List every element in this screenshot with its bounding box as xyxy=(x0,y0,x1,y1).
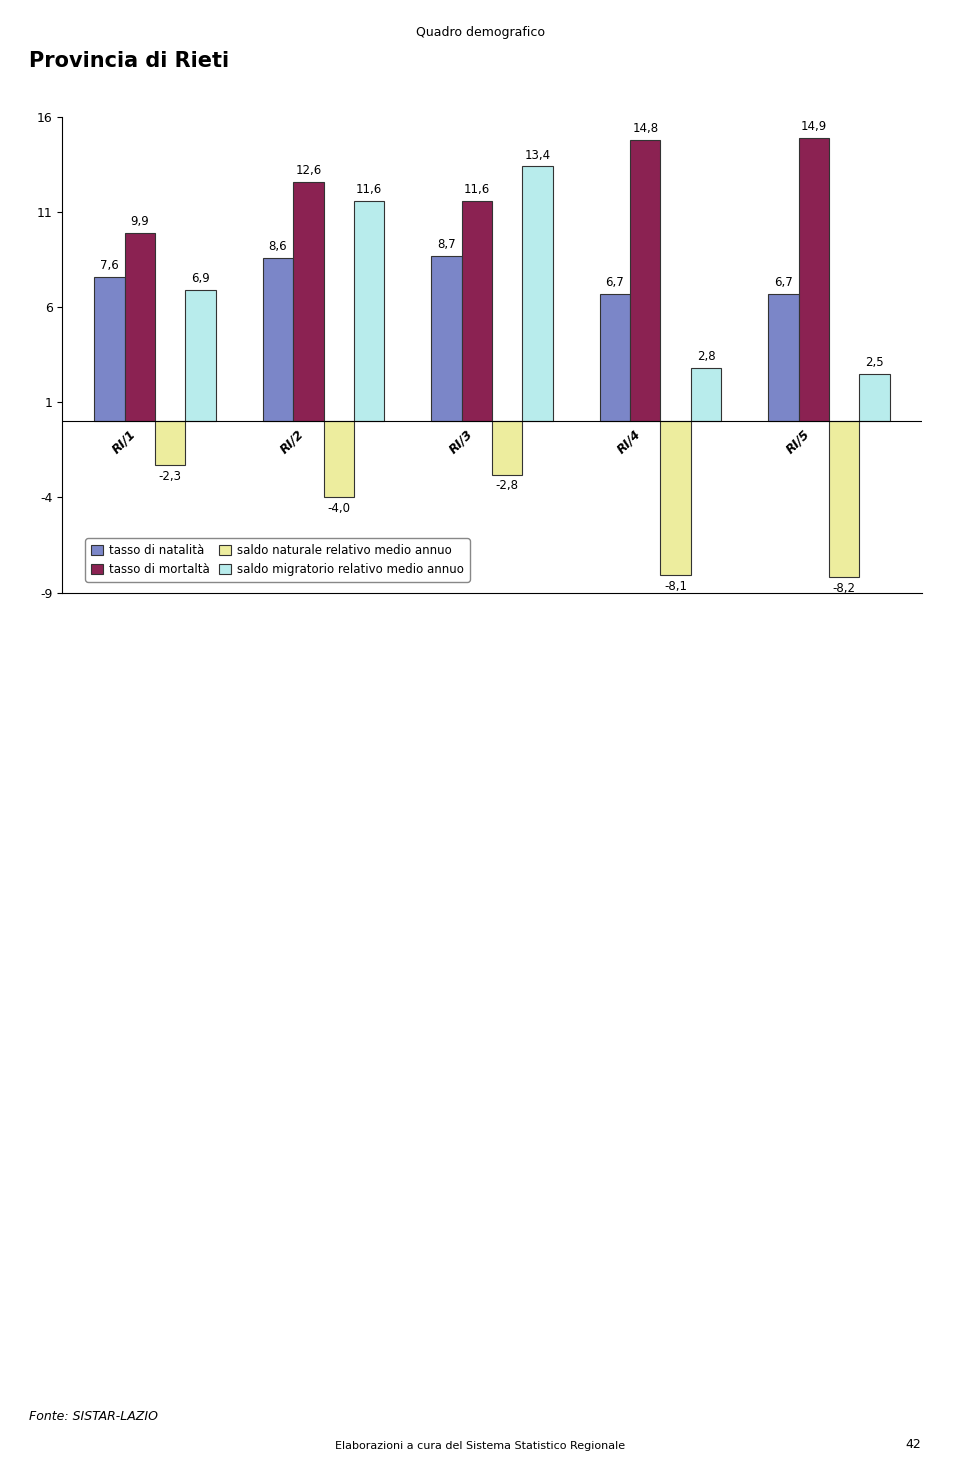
Text: RI/3: RI/3 xyxy=(446,427,475,456)
Text: 2,8: 2,8 xyxy=(697,350,715,363)
Text: 9,9: 9,9 xyxy=(131,215,149,228)
Text: 13,4: 13,4 xyxy=(524,149,550,162)
Text: Provincia di Rieti: Provincia di Rieti xyxy=(29,51,228,72)
Text: 6,7: 6,7 xyxy=(774,277,793,290)
Text: 2,5: 2,5 xyxy=(865,356,884,369)
Bar xyxy=(431,256,462,421)
Bar xyxy=(185,290,216,421)
Text: RI/4: RI/4 xyxy=(615,427,644,456)
Text: Elaborazioni a cura del Sistema Statistico Regionale: Elaborazioni a cura del Sistema Statisti… xyxy=(335,1441,625,1451)
Text: 8,7: 8,7 xyxy=(437,238,456,252)
Text: -2,3: -2,3 xyxy=(158,470,181,483)
Text: Quadro demografico: Quadro demografico xyxy=(416,26,544,40)
Text: -8,1: -8,1 xyxy=(664,581,687,593)
Bar xyxy=(324,421,354,497)
Text: -8,2: -8,2 xyxy=(832,582,855,595)
Bar xyxy=(768,294,799,421)
Bar xyxy=(492,421,522,474)
Bar xyxy=(828,421,859,578)
Bar xyxy=(462,200,492,421)
Text: 11,6: 11,6 xyxy=(464,183,490,196)
Text: -4,0: -4,0 xyxy=(327,502,350,515)
Bar xyxy=(354,200,384,421)
Text: 7,6: 7,6 xyxy=(100,259,119,272)
Text: 8,6: 8,6 xyxy=(269,240,287,253)
Text: 6,7: 6,7 xyxy=(606,277,624,290)
Text: 14,8: 14,8 xyxy=(633,121,659,135)
Bar xyxy=(600,294,630,421)
Bar xyxy=(522,167,553,421)
Bar xyxy=(263,257,293,421)
Legend: tasso di natalità, tasso di mortaltà, saldo naturale relativo medio annuo, saldo: tasso di natalità, tasso di mortaltà, sa… xyxy=(85,538,469,582)
Text: Fonte: SISTAR-LAZIO: Fonte: SISTAR-LAZIO xyxy=(29,1410,157,1423)
Text: 14,9: 14,9 xyxy=(801,120,827,133)
Bar xyxy=(125,233,156,421)
Bar xyxy=(859,375,890,421)
Bar xyxy=(630,140,660,421)
Bar xyxy=(94,277,125,421)
Text: RI/2: RI/2 xyxy=(278,427,307,456)
Bar xyxy=(799,138,828,421)
Bar xyxy=(156,421,185,465)
Bar xyxy=(293,181,324,421)
Bar xyxy=(691,369,721,421)
Text: RI/1: RI/1 xyxy=(109,427,138,456)
Text: RI/5: RI/5 xyxy=(783,427,812,456)
Text: 11,6: 11,6 xyxy=(356,183,382,196)
Bar xyxy=(660,421,691,575)
Text: 6,9: 6,9 xyxy=(191,272,210,285)
Text: 42: 42 xyxy=(906,1438,922,1451)
Text: -2,8: -2,8 xyxy=(495,480,518,493)
Text: 12,6: 12,6 xyxy=(296,164,322,177)
